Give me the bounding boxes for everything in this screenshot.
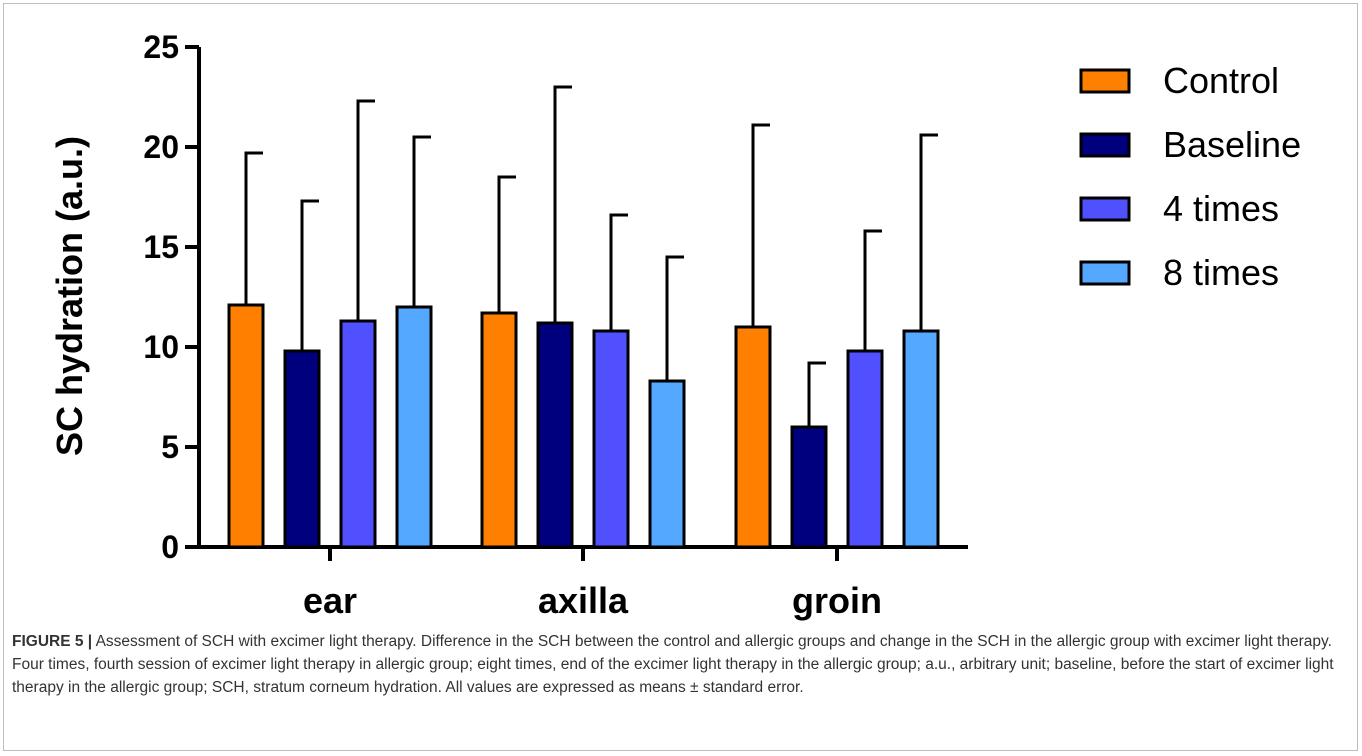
bar-baseline xyxy=(283,349,321,549)
bar-4-times xyxy=(846,349,884,549)
figure-label: FIGURE 5 | xyxy=(12,633,93,650)
legend-swatch xyxy=(1079,260,1131,286)
bar-control xyxy=(480,311,518,549)
x-category-label: axilla xyxy=(538,580,629,621)
bar-control xyxy=(227,303,265,549)
bar-baseline xyxy=(790,425,828,549)
y-tick-label: 25 xyxy=(143,29,179,65)
bar-chart: 0 5 10 15 20 25 ear axilla groin Control Baselin… xyxy=(49,29,1301,621)
bar-baseline xyxy=(536,321,574,549)
figure-caption: FIGURE 5 | Assessment of SCH with excime… xyxy=(12,630,1347,699)
x-category-label: ear xyxy=(303,580,357,621)
legend-swatch xyxy=(1079,132,1131,158)
y-tick-label: 10 xyxy=(143,329,179,365)
bar-8-times xyxy=(395,305,433,549)
y-tick-label: 0 xyxy=(161,529,179,565)
legend-label: Control xyxy=(1163,60,1279,101)
legend-label: Baseline xyxy=(1163,124,1301,165)
legend: Control Baseline 4 times 8 times xyxy=(1079,60,1301,293)
y-axis: 0 5 10 15 20 25 xyxy=(143,29,201,565)
legend-swatch xyxy=(1079,196,1131,222)
bar-8-times xyxy=(648,379,686,549)
y-tick-label: 15 xyxy=(143,229,179,265)
caption-text: Assessment of SCH with excimer light the… xyxy=(12,633,1334,696)
y-tick-label: 5 xyxy=(161,429,179,465)
bar-control xyxy=(734,325,772,549)
y-axis-title: SC hydration (a.u.) xyxy=(49,136,90,456)
legend-swatch xyxy=(1079,68,1131,94)
legend-label: 8 times xyxy=(1163,252,1279,293)
legend-label: 4 times xyxy=(1163,188,1279,229)
x-category-label: groin xyxy=(792,580,882,621)
x-axis: ear axilla groin xyxy=(197,545,968,621)
bar-4-times xyxy=(592,329,630,549)
bars xyxy=(227,85,940,549)
y-tick-label: 20 xyxy=(143,129,179,165)
bar-8-times xyxy=(902,329,940,549)
bar-4-times xyxy=(339,319,377,549)
